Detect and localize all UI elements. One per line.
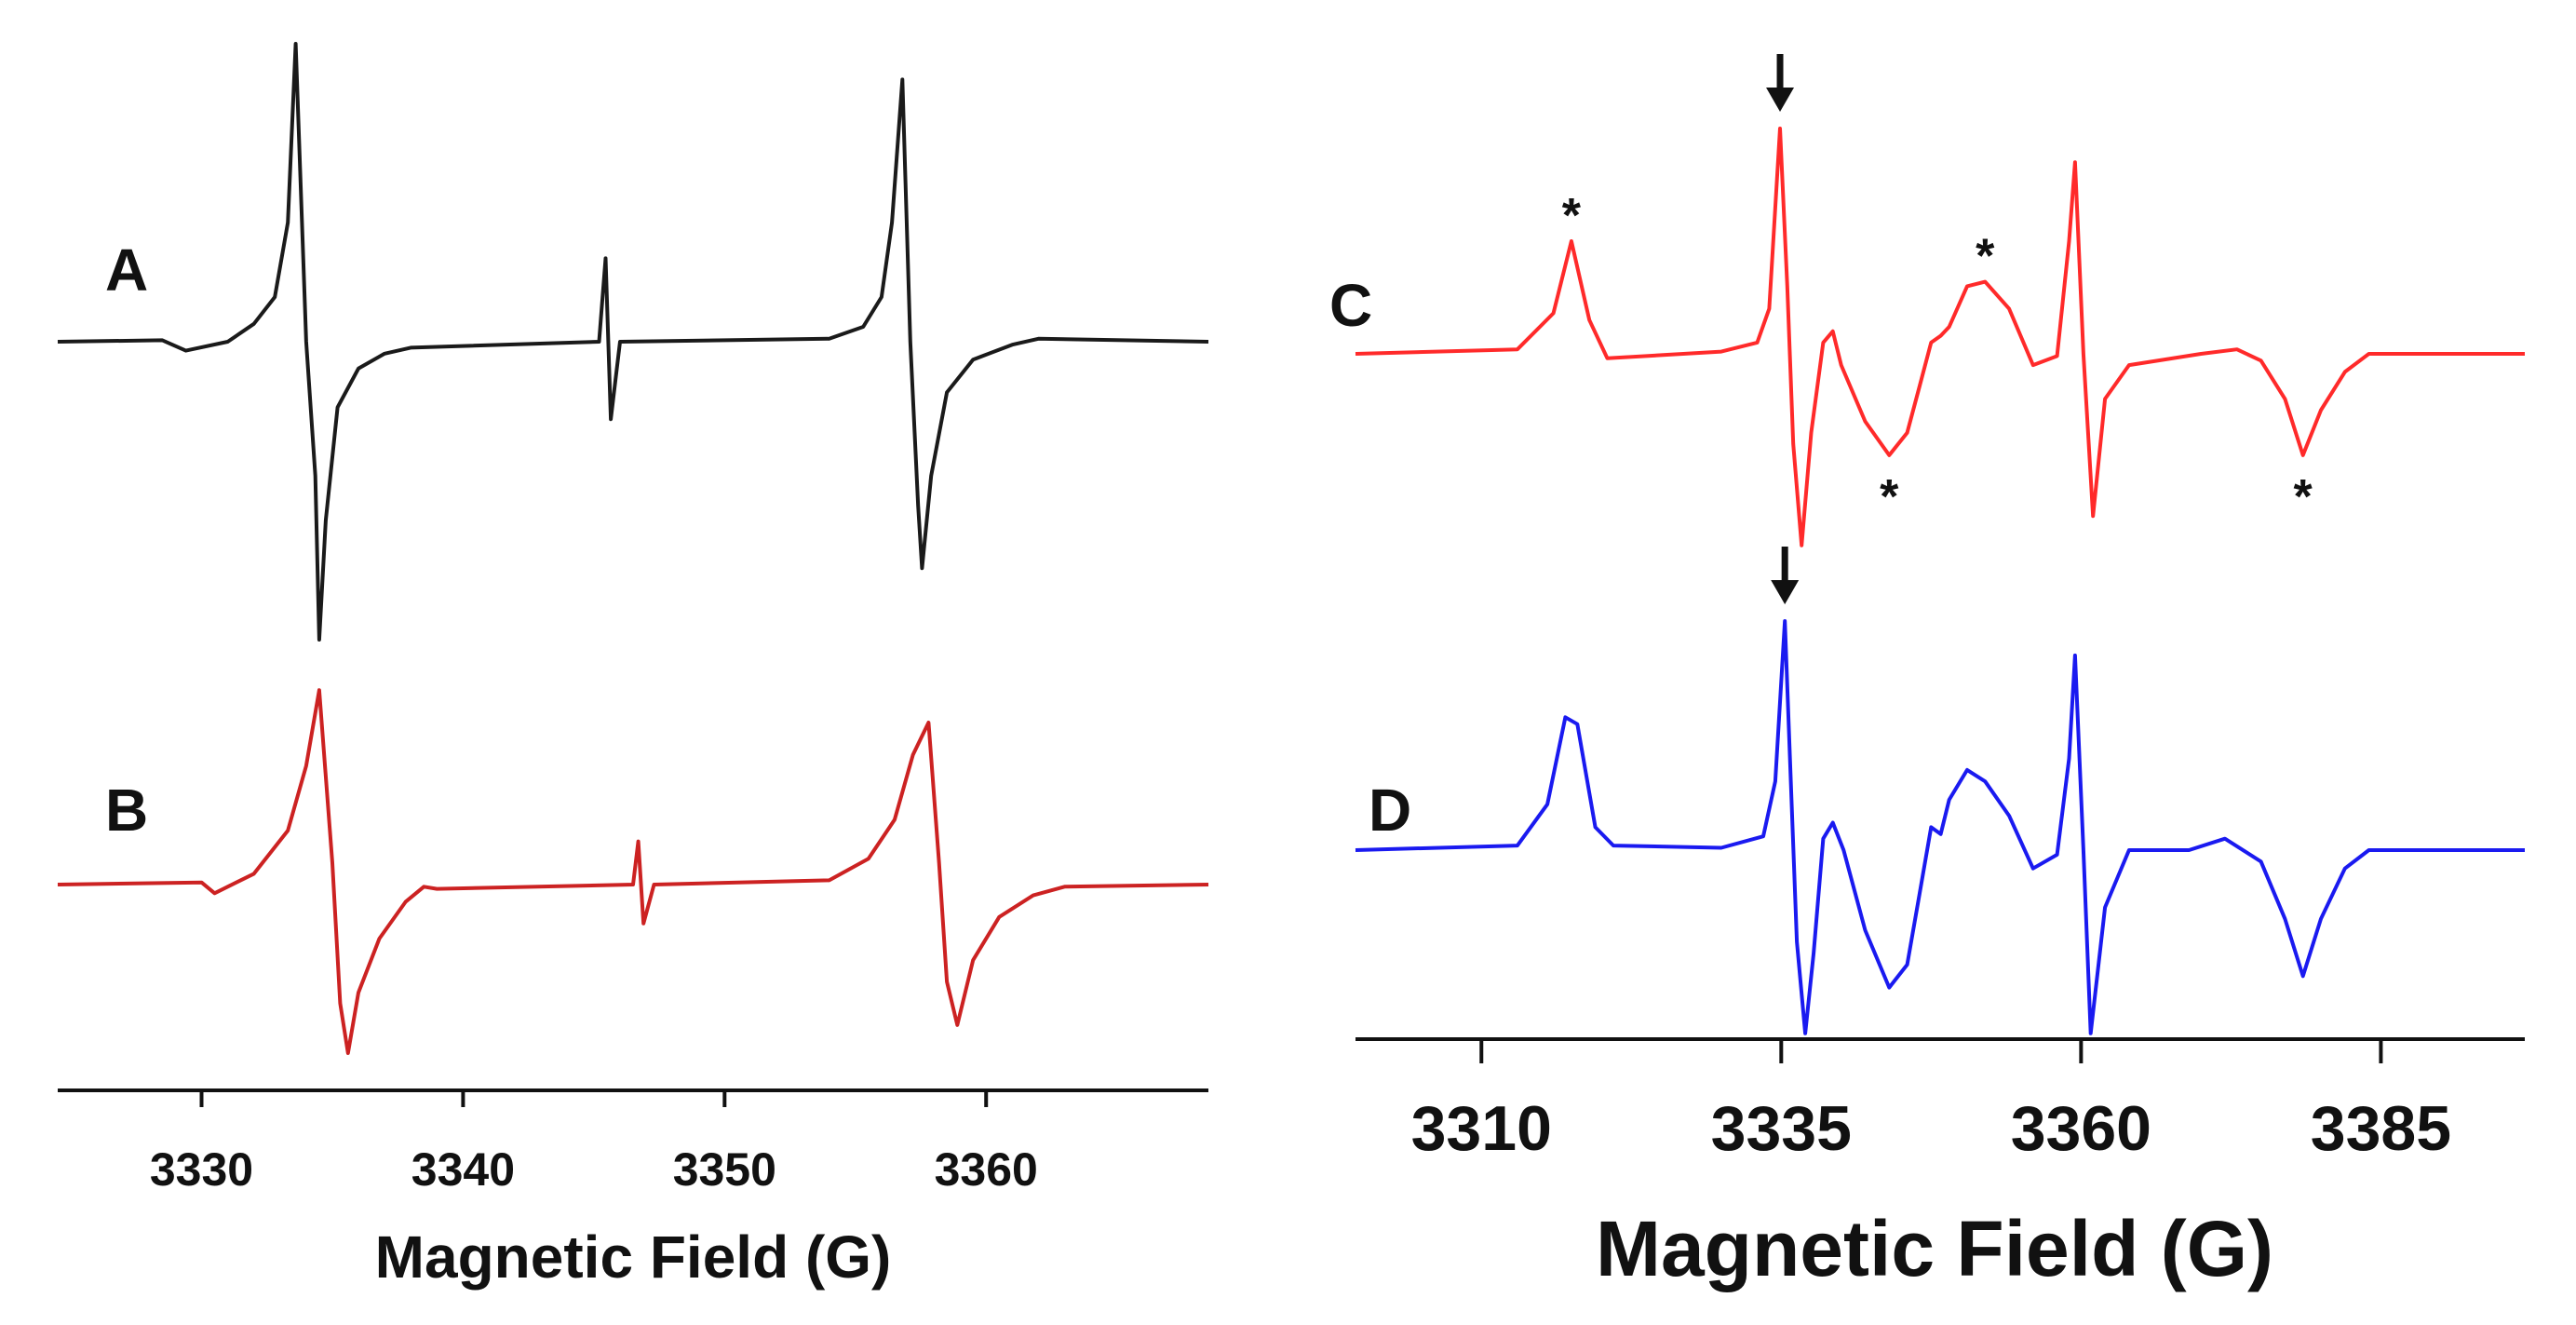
right-x-ticks: 3310 3335 3360 3385 xyxy=(1411,1039,2451,1164)
right-x-axis-title: Magnetic Field (G) xyxy=(1596,1205,2273,1292)
x-tick-label: 3340 xyxy=(411,1143,515,1196)
spectrum-b-line xyxy=(57,688,1209,1055)
right-panel: C D 3310 3335 3360 3385 Magnetic Field (G) … xyxy=(1329,54,2525,1292)
left-x-ticks: 3330 3340 3350 3360 xyxy=(150,1090,1038,1196)
x-tick-label: 3350 xyxy=(673,1143,776,1196)
peak-annotations: * * * * xyxy=(1562,54,2313,604)
spectrum-d-line xyxy=(1355,619,2525,1035)
x-tick-label: 3310 xyxy=(1411,1093,1552,1164)
spectrum-a-line xyxy=(57,42,1209,642)
peak-star-marker: * xyxy=(2294,470,2313,524)
peak-star-marker: * xyxy=(1562,189,1582,243)
arrow-head xyxy=(1771,580,1800,604)
x-tick-label: 3330 xyxy=(150,1143,253,1196)
panel-label-c: C xyxy=(1329,272,1372,339)
x-tick-label: 3360 xyxy=(2011,1093,2151,1164)
panel-label-b: B xyxy=(105,777,148,844)
x-tick-label: 3360 xyxy=(935,1143,1038,1196)
left-panel: A B 3330 3340 3350 3360 Magnetic Field (G) xyxy=(57,42,1209,1291)
x-tick-label: 3385 xyxy=(2311,1093,2451,1164)
x-tick-label: 3335 xyxy=(1711,1093,1852,1164)
panel-label-d: D xyxy=(1369,777,1411,844)
peak-star-marker: * xyxy=(1880,470,1899,524)
arrow-head xyxy=(1766,88,1795,112)
left-x-axis-title: Magnetic Field (G) xyxy=(375,1224,892,1291)
peak-star-marker: * xyxy=(1976,230,1995,284)
panel-label-a: A xyxy=(105,237,148,304)
spectrum-c-line xyxy=(1355,127,2525,548)
